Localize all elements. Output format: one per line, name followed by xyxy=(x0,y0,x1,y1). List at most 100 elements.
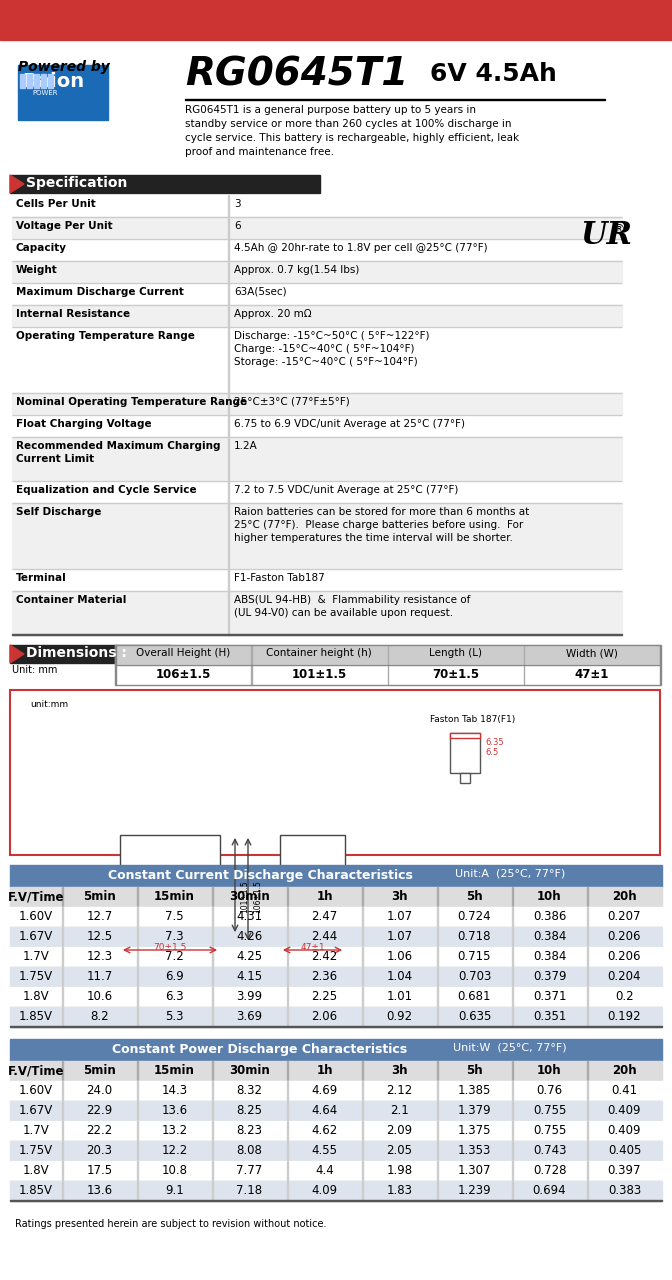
Text: 7.77: 7.77 xyxy=(237,1164,263,1178)
Text: 1.385: 1.385 xyxy=(458,1084,491,1097)
Bar xyxy=(12,481,622,503)
Text: 0.694: 0.694 xyxy=(533,1184,566,1197)
Text: 1.307: 1.307 xyxy=(458,1164,491,1178)
Text: 0.409: 0.409 xyxy=(607,1103,641,1117)
Bar xyxy=(27,74,32,88)
Text: 0.204: 0.204 xyxy=(607,970,641,983)
Text: 1.85V: 1.85V xyxy=(19,1184,53,1197)
Bar xyxy=(12,261,622,283)
Text: RG0645T1: RG0645T1 xyxy=(185,55,409,93)
Text: Internal Resistance: Internal Resistance xyxy=(16,308,130,319)
Text: 0.383: 0.383 xyxy=(608,1184,641,1197)
Text: 0.681: 0.681 xyxy=(458,989,491,1004)
Text: 3.69: 3.69 xyxy=(237,1010,263,1023)
Text: Unit:W  (25°C, 77°F): Unit:W (25°C, 77°F) xyxy=(453,1043,566,1053)
Text: 6.9: 6.9 xyxy=(165,970,184,983)
Text: 0.2: 0.2 xyxy=(615,989,634,1004)
Text: 8.08: 8.08 xyxy=(237,1144,263,1157)
Bar xyxy=(10,1039,662,1061)
Text: Discharge: -15°C~50°C ( 5°F~122°F)
Charge: -15°C~40°C ( 5°F~104°F)
Storage: -15°: Discharge: -15°C~50°C ( 5°F~122°F) Charg… xyxy=(234,332,429,367)
Text: Overall Height (H): Overall Height (H) xyxy=(136,648,230,658)
Bar xyxy=(280,835,345,934)
Bar xyxy=(460,773,470,783)
Text: 4.5Ah @ 20hr-rate to 1.8V per cell @25°C (77°F): 4.5Ah @ 20hr-rate to 1.8V per cell @25°C… xyxy=(234,243,488,253)
Text: 0.728: 0.728 xyxy=(533,1164,566,1178)
Text: 0.41: 0.41 xyxy=(612,1084,638,1097)
Text: 5h: 5h xyxy=(466,1064,482,1076)
Text: Self Discharge: Self Discharge xyxy=(16,507,101,517)
Text: 10.6: 10.6 xyxy=(87,989,113,1004)
Text: 0.405: 0.405 xyxy=(607,1144,641,1157)
Text: UR: UR xyxy=(580,220,632,251)
Text: 7.2 to 7.5 VDC/unit Average at 25°C (77°F): 7.2 to 7.5 VDC/unit Average at 25°C (77°… xyxy=(234,485,458,495)
Text: 13.2: 13.2 xyxy=(161,1124,187,1137)
Text: 0.206: 0.206 xyxy=(607,931,641,943)
Bar xyxy=(10,908,662,927)
Text: 13.6: 13.6 xyxy=(161,1103,187,1117)
Text: 25°C±3°C (77°F±5°F): 25°C±3°C (77°F±5°F) xyxy=(234,397,349,407)
Text: 7.3: 7.3 xyxy=(165,931,184,943)
Text: 4.4: 4.4 xyxy=(315,1164,334,1178)
Text: 9.1: 9.1 xyxy=(165,1184,184,1197)
Text: 1.375: 1.375 xyxy=(458,1124,491,1137)
Bar xyxy=(185,99,605,100)
Text: 3h: 3h xyxy=(391,890,408,902)
Text: POWER: POWER xyxy=(32,90,58,96)
Bar xyxy=(12,195,622,218)
Text: Raion: Raion xyxy=(22,72,84,91)
Text: 0.384: 0.384 xyxy=(533,950,566,963)
Text: Faston Tab 187(F1): Faston Tab 187(F1) xyxy=(430,716,515,724)
Text: Voltage Per Unit: Voltage Per Unit xyxy=(16,221,113,230)
Text: Equalization and Cycle Service: Equalization and Cycle Service xyxy=(16,485,197,495)
Text: 4.62: 4.62 xyxy=(311,1124,337,1137)
Text: Ratings presented herein are subject to revision without notice.: Ratings presented herein are subject to … xyxy=(15,1219,327,1229)
Text: 12.2: 12.2 xyxy=(161,1144,187,1157)
Text: 0.755: 0.755 xyxy=(533,1124,566,1137)
Text: 47±1: 47±1 xyxy=(300,943,325,952)
Bar xyxy=(10,966,662,987)
FancyBboxPatch shape xyxy=(10,690,660,855)
Text: 1.8V: 1.8V xyxy=(23,1164,49,1178)
Text: 1.8V: 1.8V xyxy=(23,989,49,1004)
Text: 8.23: 8.23 xyxy=(237,1124,263,1137)
Text: 106±1.5: 106±1.5 xyxy=(155,668,211,681)
Text: 1.7V: 1.7V xyxy=(23,1124,49,1137)
Text: 1.75V: 1.75V xyxy=(19,970,53,983)
Text: 2.09: 2.09 xyxy=(386,1124,413,1137)
Text: 1h: 1h xyxy=(317,1064,333,1076)
Text: 2.47: 2.47 xyxy=(311,910,337,923)
Text: Container Material: Container Material xyxy=(16,595,126,605)
Text: 14.3: 14.3 xyxy=(161,1084,187,1097)
Text: 8.2: 8.2 xyxy=(90,1010,109,1023)
Text: 6.5: 6.5 xyxy=(485,748,498,756)
Bar xyxy=(12,393,622,415)
Bar xyxy=(10,1121,662,1140)
Text: 0.371: 0.371 xyxy=(533,989,566,1004)
Bar xyxy=(12,239,622,261)
Text: 6.35: 6.35 xyxy=(485,739,503,748)
Bar xyxy=(318,934,331,943)
Text: 1.239: 1.239 xyxy=(458,1184,491,1197)
Text: 2.12: 2.12 xyxy=(386,1084,413,1097)
Bar xyxy=(12,305,622,326)
Text: 1.85V: 1.85V xyxy=(19,1010,53,1023)
Bar xyxy=(10,1140,662,1161)
Text: Container height (h): Container height (h) xyxy=(267,648,372,658)
Text: 1.379: 1.379 xyxy=(458,1103,491,1117)
Text: 6.3: 6.3 xyxy=(165,989,184,1004)
Text: Maximum Discharge Current: Maximum Discharge Current xyxy=(16,287,184,297)
Text: 4.69: 4.69 xyxy=(311,1084,337,1097)
Text: 0.76: 0.76 xyxy=(536,1084,562,1097)
Text: 22.9: 22.9 xyxy=(87,1103,113,1117)
Bar xyxy=(12,503,622,570)
Bar xyxy=(10,887,662,908)
Text: 2.05: 2.05 xyxy=(386,1144,413,1157)
Text: Unit:A  (25°C, 77°F): Unit:A (25°C, 77°F) xyxy=(455,869,565,879)
Text: RG0645T1 is a general purpose battery up to 5 years in
standby service or more t: RG0645T1 is a general purpose battery up… xyxy=(185,105,519,157)
Bar xyxy=(10,1061,662,1082)
Text: 15min: 15min xyxy=(154,1064,195,1076)
Bar xyxy=(10,1101,662,1121)
Text: 3: 3 xyxy=(234,198,241,209)
Text: 7.18: 7.18 xyxy=(237,1184,263,1197)
Text: 5.3: 5.3 xyxy=(165,1010,183,1023)
